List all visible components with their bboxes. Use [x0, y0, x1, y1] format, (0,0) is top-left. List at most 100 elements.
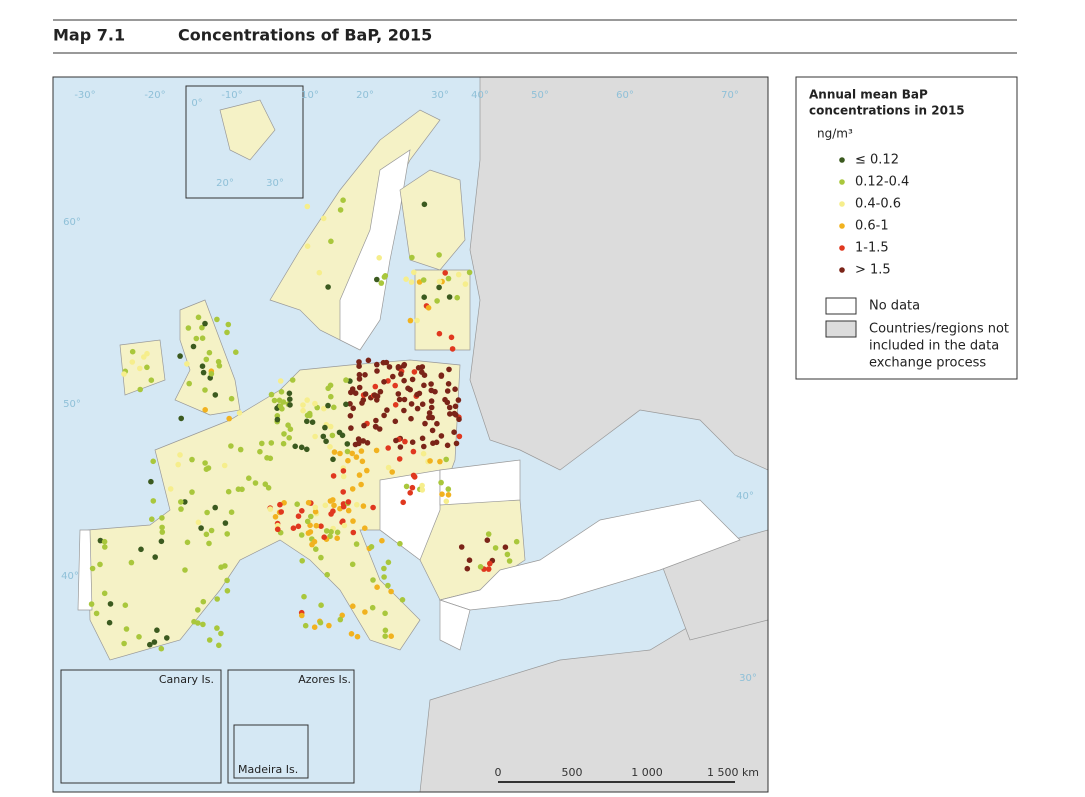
- station: [312, 400, 318, 407]
- station: [343, 401, 349, 408]
- station: [349, 450, 356, 457]
- station: [340, 468, 347, 474]
- station: [390, 373, 396, 380]
- station: [401, 407, 407, 414]
- station: [89, 565, 96, 572]
- station: [485, 566, 492, 572]
- station: [392, 382, 399, 389]
- graticule-label: 40°: [736, 491, 754, 502]
- station: [345, 507, 352, 514]
- station: [420, 450, 427, 457]
- station: [421, 382, 427, 389]
- legend-dot: [839, 267, 845, 273]
- station: [356, 371, 363, 378]
- station: [386, 364, 393, 370]
- station: [348, 425, 354, 431]
- station: [340, 197, 346, 203]
- station: [88, 601, 95, 607]
- station: [178, 506, 184, 512]
- station: [321, 405, 327, 412]
- station: [360, 503, 367, 509]
- station: [202, 320, 208, 327]
- station: [330, 456, 336, 463]
- station: [318, 602, 324, 608]
- station: [327, 444, 333, 450]
- graticule-label: 30°: [266, 178, 284, 189]
- station: [158, 538, 165, 545]
- station: [226, 415, 232, 422]
- station: [408, 415, 414, 422]
- station: [252, 480, 259, 486]
- station: [428, 398, 435, 404]
- station: [356, 363, 362, 370]
- station: [506, 558, 513, 564]
- station: [442, 396, 448, 403]
- station: [287, 396, 293, 403]
- legend-label: > 1.5: [855, 263, 891, 278]
- station: [458, 544, 465, 550]
- station: [184, 539, 191, 546]
- station: [336, 429, 343, 436]
- station: [202, 460, 208, 466]
- station: [281, 431, 287, 437]
- station: [383, 359, 390, 366]
- station: [202, 387, 208, 393]
- station: [101, 590, 108, 597]
- station: [274, 416, 281, 423]
- station: [428, 404, 435, 411]
- inset-label: Madeira Is.: [238, 763, 298, 776]
- station: [264, 455, 270, 461]
- station: [322, 424, 328, 431]
- map-number: Map 7.1: [53, 26, 125, 45]
- station: [411, 369, 418, 375]
- legend-title: Annual mean BaP: [809, 88, 928, 102]
- station: [373, 417, 379, 424]
- station: [344, 441, 351, 447]
- station: [393, 437, 399, 444]
- station: [318, 523, 324, 529]
- station: [411, 269, 417, 276]
- station: [200, 598, 207, 605]
- station: [305, 530, 312, 536]
- station: [409, 376, 416, 383]
- station: [277, 378, 284, 384]
- station: [377, 388, 384, 395]
- station: [167, 486, 174, 492]
- station: [388, 633, 395, 639]
- station: [374, 361, 380, 368]
- station: [485, 531, 492, 537]
- station: [212, 392, 219, 398]
- station: [382, 627, 389, 634]
- station: [268, 440, 275, 446]
- station: [308, 513, 314, 520]
- station: [455, 397, 462, 403]
- station: [202, 407, 208, 413]
- station: [426, 414, 432, 421]
- station: [451, 429, 457, 436]
- station: [321, 534, 328, 540]
- station: [356, 359, 362, 365]
- station: [446, 404, 453, 411]
- station: [331, 502, 337, 509]
- station: [186, 380, 192, 387]
- graticule-label: 60°: [616, 90, 634, 101]
- station: [147, 641, 153, 648]
- station: [313, 522, 320, 529]
- station: [182, 499, 188, 505]
- station: [323, 528, 330, 534]
- station: [504, 551, 511, 558]
- station: [374, 368, 380, 374]
- station: [123, 626, 130, 632]
- station: [203, 356, 210, 363]
- station: [416, 390, 423, 397]
- graticule-label: 50°: [531, 90, 549, 101]
- station: [214, 316, 220, 323]
- station: [350, 603, 356, 609]
- station: [328, 511, 334, 517]
- station: [224, 577, 230, 584]
- station: [304, 418, 310, 425]
- station: [294, 501, 301, 508]
- station: [350, 405, 357, 412]
- station: [421, 443, 427, 450]
- station: [340, 489, 347, 495]
